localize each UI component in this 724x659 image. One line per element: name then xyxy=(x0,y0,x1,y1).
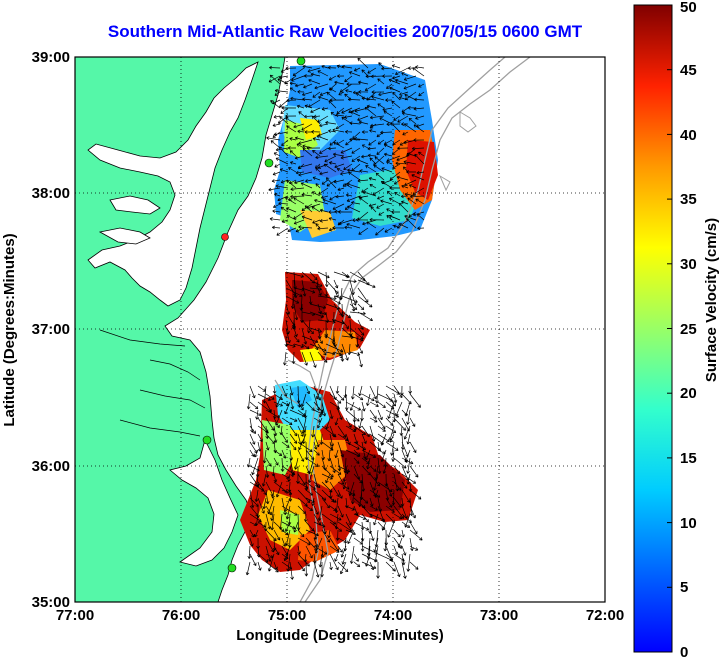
y-tick-label: 39:00 xyxy=(32,49,70,66)
y-axis: 39:00 38:00 37:00 36:00 35:00 Latitude (… xyxy=(1,49,70,611)
map-title: Southern Mid-Atlantic Raw Velocities 200… xyxy=(107,22,583,41)
colorbar-tick: 5 xyxy=(680,579,688,596)
x-axis: 77:00 76:00 75:00 74:00 73:00 72:00 Long… xyxy=(56,607,624,644)
x-tick-label: 72:00 xyxy=(586,607,624,624)
x-tick-label: 77:00 xyxy=(56,607,94,624)
velocity-arrows xyxy=(245,57,425,580)
station-marker xyxy=(296,57,306,66)
x-tick-label: 76:00 xyxy=(162,607,200,624)
colorbar-tick: 10 xyxy=(680,515,697,532)
y-tick-label: 35:00 xyxy=(32,594,70,611)
x-tick-label: 73:00 xyxy=(480,607,518,624)
bathymetry-contour xyxy=(438,111,477,192)
chesapeake-bay xyxy=(87,61,259,307)
colorbar-tick: 20 xyxy=(680,385,697,402)
bay-inlet xyxy=(98,227,151,245)
colorbar-gradient xyxy=(633,4,673,653)
station-marker xyxy=(221,233,229,241)
bathymetry-contour xyxy=(304,57,531,602)
station-marker xyxy=(227,563,237,573)
grid-lines xyxy=(75,57,605,602)
station-marker xyxy=(264,158,274,168)
y-tick-label: 37:00 xyxy=(32,321,70,338)
station-marker xyxy=(202,435,212,445)
colorbar-tick: 30 xyxy=(680,256,697,273)
colorbar-label: Surface Velocity (cm/s) xyxy=(703,218,720,382)
colorbar-tick: 25 xyxy=(680,321,697,338)
bay-inlet xyxy=(109,195,161,215)
y-axis-label: Latitude (Degrees:Minutes) xyxy=(1,233,18,426)
colorbar: 0 5 10 15 20 25 30 35 40 45 50 Surface V… xyxy=(633,0,720,659)
colorbar-tick: 45 xyxy=(680,62,697,79)
colorbar-tick: 0 xyxy=(680,644,688,659)
river xyxy=(99,329,206,437)
velocity-vectors xyxy=(245,57,425,580)
sound-water xyxy=(169,438,239,567)
colorbar-tick: 50 xyxy=(680,0,697,16)
x-tick-label: 74:00 xyxy=(374,607,412,624)
plot-frame xyxy=(74,56,606,603)
colorbar-tick: 35 xyxy=(680,191,697,208)
colorbar-tick: 40 xyxy=(680,127,697,144)
colorbar-tick: 15 xyxy=(680,450,697,467)
y-tick-label: 36:00 xyxy=(32,458,70,475)
x-tick-label: 75:00 xyxy=(268,607,306,624)
x-axis-label: Longitude (Degrees:Minutes) xyxy=(236,627,444,644)
y-tick-label: 38:00 xyxy=(32,185,70,202)
